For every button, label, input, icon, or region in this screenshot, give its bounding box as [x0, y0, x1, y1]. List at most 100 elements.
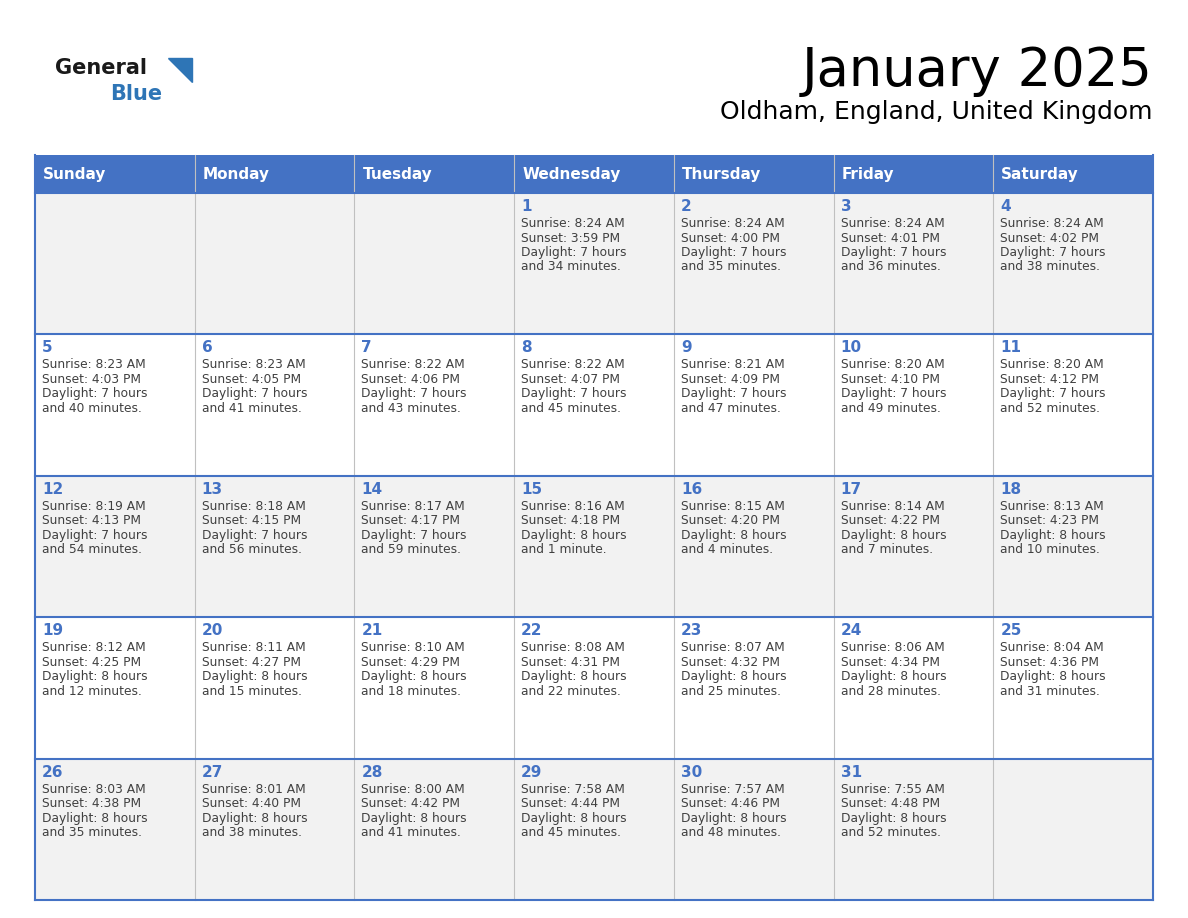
Text: Sunrise: 8:15 AM: Sunrise: 8:15 AM	[681, 499, 785, 513]
Text: Daylight: 8 hours: Daylight: 8 hours	[361, 812, 467, 824]
Text: Sunrise: 8:16 AM: Sunrise: 8:16 AM	[522, 499, 625, 513]
Text: Sunrise: 8:14 AM: Sunrise: 8:14 AM	[841, 499, 944, 513]
Text: 29: 29	[522, 765, 543, 779]
Text: Daylight: 7 hours: Daylight: 7 hours	[841, 246, 946, 259]
Text: 4: 4	[1000, 199, 1011, 214]
Text: General: General	[55, 58, 147, 78]
Text: and 43 minutes.: and 43 minutes.	[361, 402, 461, 415]
Text: Sunrise: 8:24 AM: Sunrise: 8:24 AM	[522, 217, 625, 230]
Text: Sunrise: 8:10 AM: Sunrise: 8:10 AM	[361, 641, 466, 655]
Text: 2: 2	[681, 199, 691, 214]
Text: Sunrise: 8:24 AM: Sunrise: 8:24 AM	[1000, 217, 1104, 230]
Text: Sunset: 4:01 PM: Sunset: 4:01 PM	[841, 231, 940, 244]
Text: 16: 16	[681, 482, 702, 497]
Text: and 4 minutes.: and 4 minutes.	[681, 543, 773, 556]
Text: Sunrise: 8:20 AM: Sunrise: 8:20 AM	[841, 358, 944, 372]
Text: Sunset: 4:03 PM: Sunset: 4:03 PM	[42, 373, 141, 386]
Text: Sunrise: 8:17 AM: Sunrise: 8:17 AM	[361, 499, 466, 513]
Text: Daylight: 7 hours: Daylight: 7 hours	[361, 387, 467, 400]
Text: and 36 minutes.: and 36 minutes.	[841, 261, 941, 274]
Text: Daylight: 7 hours: Daylight: 7 hours	[681, 387, 786, 400]
Text: and 49 minutes.: and 49 minutes.	[841, 402, 941, 415]
Text: Daylight: 8 hours: Daylight: 8 hours	[681, 529, 786, 542]
Text: and 41 minutes.: and 41 minutes.	[202, 402, 302, 415]
Text: Sunset: 4:34 PM: Sunset: 4:34 PM	[841, 655, 940, 668]
Text: Sunset: 4:07 PM: Sunset: 4:07 PM	[522, 373, 620, 386]
Text: Sunday: Sunday	[43, 166, 107, 182]
Text: Sunrise: 8:00 AM: Sunrise: 8:00 AM	[361, 783, 466, 796]
Text: Sunset: 4:17 PM: Sunset: 4:17 PM	[361, 514, 461, 527]
Text: Thursday: Thursday	[682, 166, 762, 182]
Text: and 40 minutes.: and 40 minutes.	[42, 402, 141, 415]
Text: Sunrise: 7:58 AM: Sunrise: 7:58 AM	[522, 783, 625, 796]
Text: Sunset: 4:25 PM: Sunset: 4:25 PM	[42, 655, 141, 668]
Text: Sunset: 4:15 PM: Sunset: 4:15 PM	[202, 514, 301, 527]
Text: Daylight: 8 hours: Daylight: 8 hours	[841, 529, 946, 542]
Text: and 48 minutes.: and 48 minutes.	[681, 826, 781, 839]
Text: Daylight: 8 hours: Daylight: 8 hours	[522, 529, 627, 542]
Text: and 22 minutes.: and 22 minutes.	[522, 685, 621, 698]
Text: Daylight: 8 hours: Daylight: 8 hours	[841, 670, 946, 683]
Text: Sunset: 4:23 PM: Sunset: 4:23 PM	[1000, 514, 1099, 527]
Text: Daylight: 7 hours: Daylight: 7 hours	[522, 246, 626, 259]
Text: Sunset: 4:02 PM: Sunset: 4:02 PM	[1000, 231, 1099, 244]
Text: Sunrise: 8:20 AM: Sunrise: 8:20 AM	[1000, 358, 1104, 372]
Bar	[34, 193, 1154, 334]
Text: Daylight: 7 hours: Daylight: 7 hours	[202, 529, 308, 542]
Text: 19: 19	[42, 623, 63, 638]
Text: and 15 minutes.: and 15 minutes.	[202, 685, 302, 698]
Text: 1: 1	[522, 199, 532, 214]
Text: Sunset: 4:22 PM: Sunset: 4:22 PM	[841, 514, 940, 527]
Text: Sunset: 4:40 PM: Sunset: 4:40 PM	[202, 797, 301, 810]
Text: 18: 18	[1000, 482, 1022, 497]
Text: Daylight: 8 hours: Daylight: 8 hours	[42, 670, 147, 683]
Text: 13: 13	[202, 482, 223, 497]
Text: Sunset: 4:12 PM: Sunset: 4:12 PM	[1000, 373, 1099, 386]
Text: Sunrise: 8:18 AM: Sunrise: 8:18 AM	[202, 499, 305, 513]
Text: Sunset: 3:59 PM: Sunset: 3:59 PM	[522, 231, 620, 244]
Text: and 35 minutes.: and 35 minutes.	[681, 261, 781, 274]
Text: Sunrise: 8:12 AM: Sunrise: 8:12 AM	[42, 641, 146, 655]
Text: 6: 6	[202, 341, 213, 355]
Text: and 18 minutes.: and 18 minutes.	[361, 685, 461, 698]
Text: and 59 minutes.: and 59 minutes.	[361, 543, 461, 556]
Text: 17: 17	[841, 482, 861, 497]
Text: Sunset: 4:06 PM: Sunset: 4:06 PM	[361, 373, 461, 386]
Text: Daylight: 7 hours: Daylight: 7 hours	[42, 529, 147, 542]
Text: and 45 minutes.: and 45 minutes.	[522, 826, 621, 839]
Text: Sunset: 4:36 PM: Sunset: 4:36 PM	[1000, 655, 1099, 668]
Text: Daylight: 8 hours: Daylight: 8 hours	[681, 812, 786, 824]
Text: Sunrise: 7:55 AM: Sunrise: 7:55 AM	[841, 783, 944, 796]
Text: and 28 minutes.: and 28 minutes.	[841, 685, 941, 698]
Text: Sunrise: 8:24 AM: Sunrise: 8:24 AM	[841, 217, 944, 230]
Text: Blue: Blue	[110, 84, 162, 104]
Text: Sunrise: 8:23 AM: Sunrise: 8:23 AM	[42, 358, 146, 372]
Text: Sunset: 4:32 PM: Sunset: 4:32 PM	[681, 655, 779, 668]
Text: 22: 22	[522, 623, 543, 638]
Text: 3: 3	[841, 199, 851, 214]
Text: and 25 minutes.: and 25 minutes.	[681, 685, 781, 698]
Text: 20: 20	[202, 623, 223, 638]
Text: Tuesday: Tuesday	[362, 166, 432, 182]
Text: 14: 14	[361, 482, 383, 497]
Text: Oldham, England, United Kingdom: Oldham, England, United Kingdom	[720, 100, 1154, 124]
Text: Daylight: 8 hours: Daylight: 8 hours	[522, 670, 627, 683]
Text: and 38 minutes.: and 38 minutes.	[1000, 261, 1100, 274]
Text: 28: 28	[361, 765, 383, 779]
Text: Sunset: 4:09 PM: Sunset: 4:09 PM	[681, 373, 779, 386]
Text: Sunrise: 8:06 AM: Sunrise: 8:06 AM	[841, 641, 944, 655]
Text: and 45 minutes.: and 45 minutes.	[522, 402, 621, 415]
Text: Sunset: 4:31 PM: Sunset: 4:31 PM	[522, 655, 620, 668]
Text: Sunrise: 8:11 AM: Sunrise: 8:11 AM	[202, 641, 305, 655]
Text: Sunrise: 8:07 AM: Sunrise: 8:07 AM	[681, 641, 784, 655]
Text: Sunrise: 8:01 AM: Sunrise: 8:01 AM	[202, 783, 305, 796]
Text: Sunrise: 8:21 AM: Sunrise: 8:21 AM	[681, 358, 784, 372]
Text: Daylight: 8 hours: Daylight: 8 hours	[841, 812, 946, 824]
Text: Daylight: 7 hours: Daylight: 7 hours	[681, 246, 786, 259]
Text: Sunrise: 8:04 AM: Sunrise: 8:04 AM	[1000, 641, 1104, 655]
Text: Sunrise: 8:23 AM: Sunrise: 8:23 AM	[202, 358, 305, 372]
Text: Sunset: 4:44 PM: Sunset: 4:44 PM	[522, 797, 620, 810]
Text: Sunset: 4:05 PM: Sunset: 4:05 PM	[202, 373, 301, 386]
Text: and 47 minutes.: and 47 minutes.	[681, 402, 781, 415]
Text: Sunset: 4:00 PM: Sunset: 4:00 PM	[681, 231, 779, 244]
